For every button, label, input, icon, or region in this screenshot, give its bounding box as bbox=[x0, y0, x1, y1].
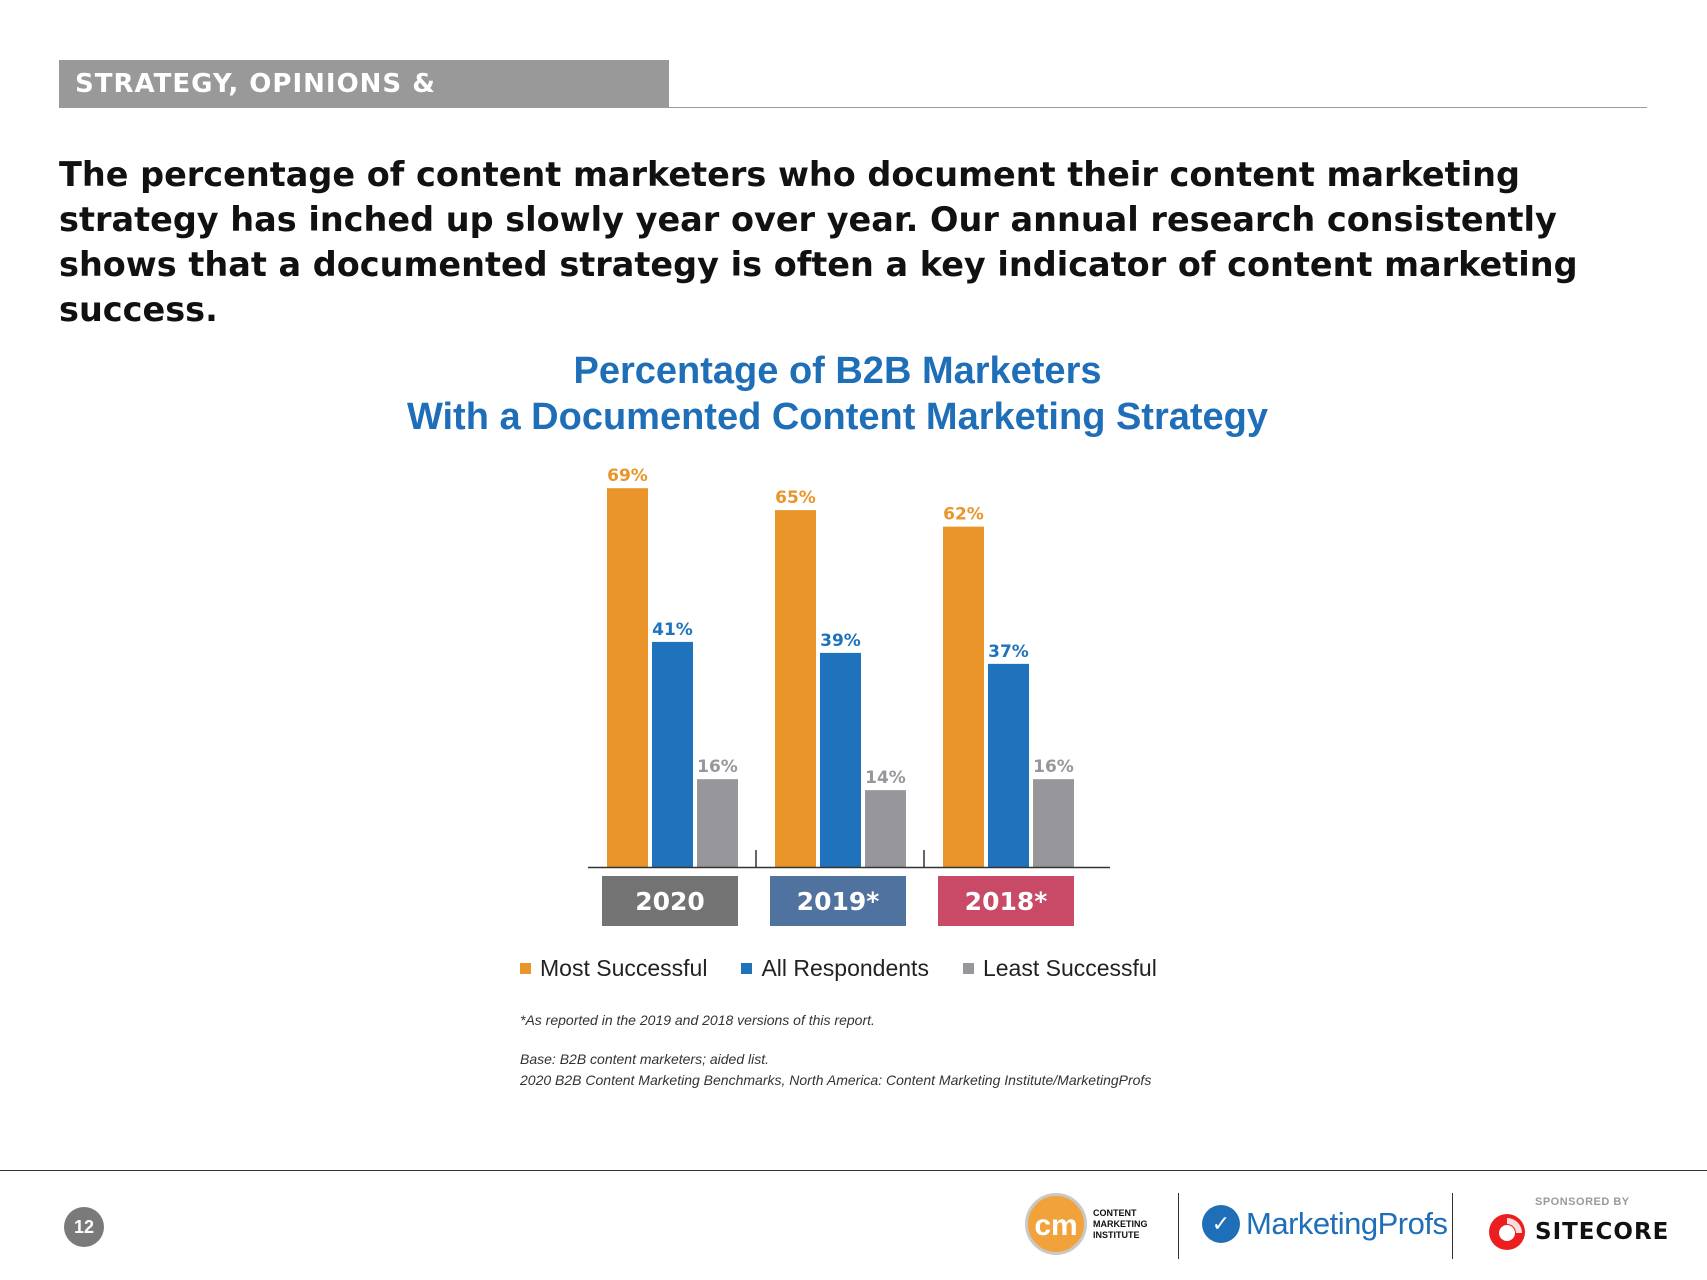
legend-label-least-successful: Least Successful bbox=[982, 955, 1157, 981]
marketingprofs-icon: ✓ bbox=[1202, 1205, 1240, 1243]
chart-title-line-2: With a Documented Content Marketing Stra… bbox=[406, 396, 1269, 438]
data-label-least-successful-2019: 14% bbox=[865, 768, 906, 788]
legend-item-least-successful: Least Successful bbox=[962, 955, 1157, 982]
data-label-all-respondents-2018: 37% bbox=[988, 642, 1029, 662]
sponsor-label: SPONSORED BY bbox=[1535, 1196, 1630, 1208]
bar-all-respondents-2020 bbox=[652, 641, 693, 867]
cmi-logo-mark: cm bbox=[1025, 1193, 1087, 1255]
chart-legend: Most Successful All Respondents Least Su… bbox=[520, 955, 1157, 982]
cmi-logo: cm CONTENT MARKETING INSTITUTE bbox=[1025, 1193, 1155, 1255]
chart-title-line-1: Percentage of B2B Marketers bbox=[573, 350, 1102, 392]
data-label-most-successful-2020: 69% bbox=[607, 466, 648, 486]
section-label: STRATEGY, OPINIONS & TECHNOLOGY bbox=[59, 60, 669, 147]
page-number: 12 bbox=[64, 1207, 104, 1247]
data-label-all-respondents-2019: 39% bbox=[820, 631, 861, 651]
legend-label-all-respondents: All Respondents bbox=[761, 955, 929, 981]
sitecore-icon bbox=[1489, 1214, 1525, 1250]
category-tag-2019 bbox=[770, 876, 906, 926]
marketingprofs-logo: ✓ MarketingProfs bbox=[1202, 1205, 1448, 1243]
legend-swatch-least-successful bbox=[962, 963, 974, 974]
category-tag-2020 bbox=[602, 876, 738, 926]
category-tag-2018 bbox=[938, 876, 1074, 926]
bar-least-successful-2019 bbox=[865, 790, 906, 867]
category-label-2019: 2019* bbox=[797, 887, 880, 916]
bar-most-successful-2020 bbox=[607, 488, 648, 867]
cmi-logo-line-2: MARKETING bbox=[1093, 1218, 1148, 1229]
bar-most-successful-2019 bbox=[775, 510, 816, 867]
bar-all-respondents-2018 bbox=[988, 663, 1029, 867]
bar-least-successful-2020 bbox=[697, 779, 738, 867]
bar-all-respondents-2019 bbox=[820, 652, 861, 867]
footer-divider bbox=[0, 1170, 1707, 1171]
chart-title: Percentage of B2B Marketers With a Docum… bbox=[300, 348, 1375, 440]
data-label-most-successful-2018: 62% bbox=[943, 505, 984, 525]
sitecore-logo: SITECORE bbox=[1487, 1212, 1669, 1252]
legend-swatch-all-respondents bbox=[741, 963, 753, 974]
legend-label-most-successful: Most Successful bbox=[540, 955, 708, 981]
data-label-least-successful-2018: 16% bbox=[1033, 757, 1074, 777]
data-label-most-successful-2019: 65% bbox=[775, 488, 816, 508]
section-divider bbox=[59, 107, 1647, 108]
sitecore-name: SITECORE bbox=[1535, 1219, 1670, 1245]
legend-item-all-respondents: All Respondents bbox=[741, 955, 929, 982]
data-label-least-successful-2020: 16% bbox=[697, 757, 738, 777]
marketingprofs-name: MarketingProfs bbox=[1246, 1206, 1448, 1241]
logo-separator bbox=[1452, 1193, 1453, 1259]
footnote: *As reported in the 2019 and 2018 versio… bbox=[520, 1012, 875, 1028]
page-headline: The percentage of content marketers who … bbox=[59, 155, 1578, 329]
bar-least-successful-2018 bbox=[1033, 779, 1074, 867]
category-label-2020: 2020 bbox=[635, 887, 705, 916]
legend-swatch-most-successful bbox=[520, 963, 531, 974]
category-label-2018: 2018* bbox=[965, 887, 1048, 916]
bar-chart: 69% 41% 16% 2020 65% 39% 14% 2019* 62% 37% 16% 2018… bbox=[588, 466, 1110, 926]
bar-most-successful-2018 bbox=[943, 526, 984, 867]
logo-separator bbox=[1178, 1193, 1179, 1259]
base-note: Base: B2B content marketers; aided list. bbox=[520, 1051, 770, 1067]
legend-item-most-successful: Most Successful bbox=[520, 955, 707, 982]
source-note: 2020 B2B Content Marketing Benchmarks, N… bbox=[520, 1072, 1152, 1088]
cmi-logo-line-1: CONTENT bbox=[1093, 1207, 1137, 1218]
data-label-all-respondents-2020: 41% bbox=[652, 620, 693, 640]
cmi-logo-text: CONTENT MARKETING INSTITUTE bbox=[1093, 1208, 1155, 1241]
cmi-logo-line-3: INSTITUTE bbox=[1093, 1229, 1140, 1240]
